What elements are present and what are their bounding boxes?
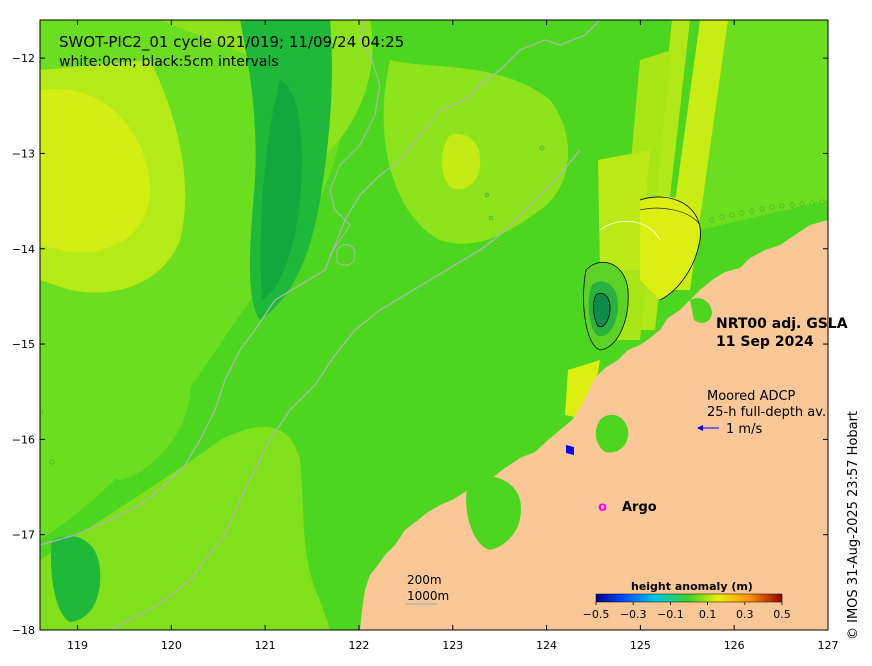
argo-marker: o	[598, 500, 607, 515]
king-sound	[466, 476, 521, 550]
x-tick-label: 123	[442, 639, 463, 652]
swot-contour-black-low	[583, 261, 629, 351]
ocean-patch-light-sw	[89, 333, 191, 480]
adcp-scale-label: 1 m/s	[726, 422, 762, 437]
product-line2: 11 Sep 2024	[716, 334, 814, 350]
x-axis-labels: 119 120 121 122 123 124 125 126 127	[67, 639, 838, 652]
y-tick-label: −12	[12, 52, 35, 65]
colorbar	[595, 593, 783, 603]
isobath-reef	[336, 244, 356, 266]
isobath-1000m	[40, 20, 601, 546]
ocean-patch-dark-sw	[50, 536, 101, 622]
adcp-mooring-arrows	[566, 445, 574, 455]
ocean-patch-yellow-west	[40, 88, 150, 253]
swot-title-line1: SWOT-PIC2_01 cycle 021/019; 11/09/24 04:…	[59, 33, 404, 52]
y-tick-label: −17	[12, 529, 35, 542]
isobath-label-1000m: 1000m	[407, 589, 449, 603]
x-tick-label: 127	[818, 639, 839, 652]
ocean-band-southwest	[40, 426, 330, 630]
x-tick-label: 125	[630, 639, 651, 652]
isobath-label-200m: 200m	[407, 573, 442, 587]
colorbar-tick-label: 0.3	[736, 608, 754, 621]
axis-ticks	[40, 20, 829, 631]
y-tick-label: −16	[12, 433, 35, 446]
colorbar-tick-label: −0.5	[583, 608, 610, 621]
argo-label: Argo	[622, 500, 657, 515]
ocean-patch-yellow-central	[441, 134, 481, 190]
coastal-bay	[595, 414, 629, 453]
x-tick-label: 126	[724, 639, 745, 652]
swot-title-line2: white:0cm; black:5cm intervals	[59, 54, 279, 70]
swot-contour-white	[599, 221, 661, 241]
x-tick-label: 121	[255, 639, 276, 652]
y-tick-label: −15	[12, 338, 35, 351]
product-line1: NRT00 adj. GSLA	[716, 316, 848, 332]
adcp-line2: 25-h full-depth av.	[707, 405, 826, 420]
ocean-field	[40, 20, 828, 630]
swot-contour-black	[639, 196, 701, 301]
swot-yellow-anomaly	[640, 196, 700, 300]
swot-swath-outer-east	[690, 20, 828, 230]
swot-swath-west-yellow	[598, 150, 650, 270]
y-tick-label: −18	[12, 624, 35, 637]
credit-text: © IMOS 31-Aug-2025 23:57 Hobart	[846, 410, 861, 640]
x-tick-label: 120	[161, 639, 182, 652]
isobath-200m	[109, 149, 581, 630]
y-axis-labels: −12 −13 −14 −15 −16 −17 −18	[12, 52, 35, 637]
adcp-line1: Moored ADCP	[707, 389, 796, 404]
colorbar-ticks: −0.5 −0.3 −0.1 0.1 0.3 0.5	[583, 602, 791, 621]
y-tick-label: −14	[12, 243, 35, 256]
colorbar-tick-label: 0.5	[773, 608, 791, 621]
adcp-scale-arrow	[697, 425, 719, 431]
colorbar-tick-label: 0.1	[699, 608, 717, 621]
swot-contour-black-2	[639, 207, 701, 226]
y-tick-label: −13	[12, 147, 35, 160]
x-tick-label: 124	[536, 639, 557, 652]
swot-contour-black-core	[593, 292, 611, 328]
isobath-shoal	[329, 20, 381, 256]
plot-frame	[39, 19, 829, 631]
colorbar-title: height anomaly (m)	[631, 580, 753, 593]
colorbar-tick-label: −0.3	[620, 608, 647, 621]
swot-low-anomaly-core	[593, 293, 611, 327]
ocean-band-darker	[260, 80, 302, 300]
coastal-inlet	[690, 298, 712, 323]
reef-dots	[40, 145, 825, 465]
x-tick-label: 122	[348, 639, 369, 652]
colorbar-tick-label: −0.1	[657, 608, 684, 621]
x-tick-label: 119	[67, 639, 88, 652]
